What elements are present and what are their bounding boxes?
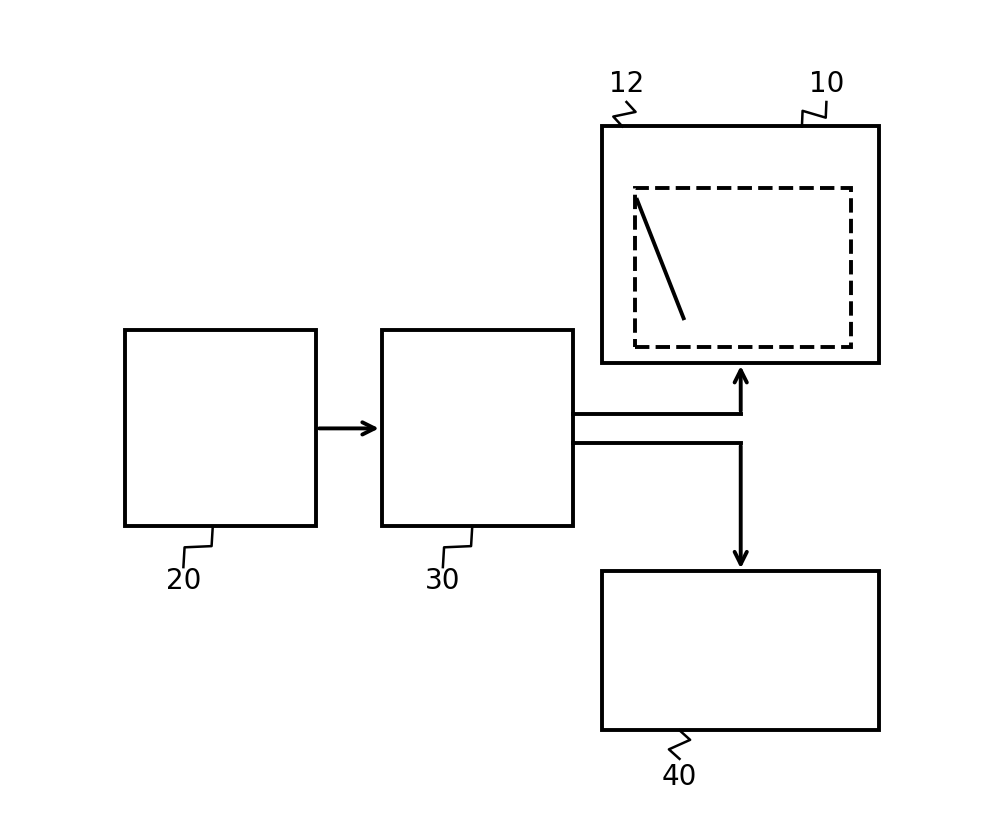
Text: 10: 10	[809, 70, 844, 98]
Bar	[382, 330, 573, 526]
Bar	[602, 126, 879, 363]
Bar	[602, 571, 879, 730]
Bar	[635, 188, 851, 347]
Bar	[125, 330, 316, 526]
Text: 20: 20	[166, 567, 201, 595]
Text: 40: 40	[662, 763, 697, 791]
Text: 12: 12	[609, 70, 644, 98]
Text: 30: 30	[425, 567, 461, 595]
